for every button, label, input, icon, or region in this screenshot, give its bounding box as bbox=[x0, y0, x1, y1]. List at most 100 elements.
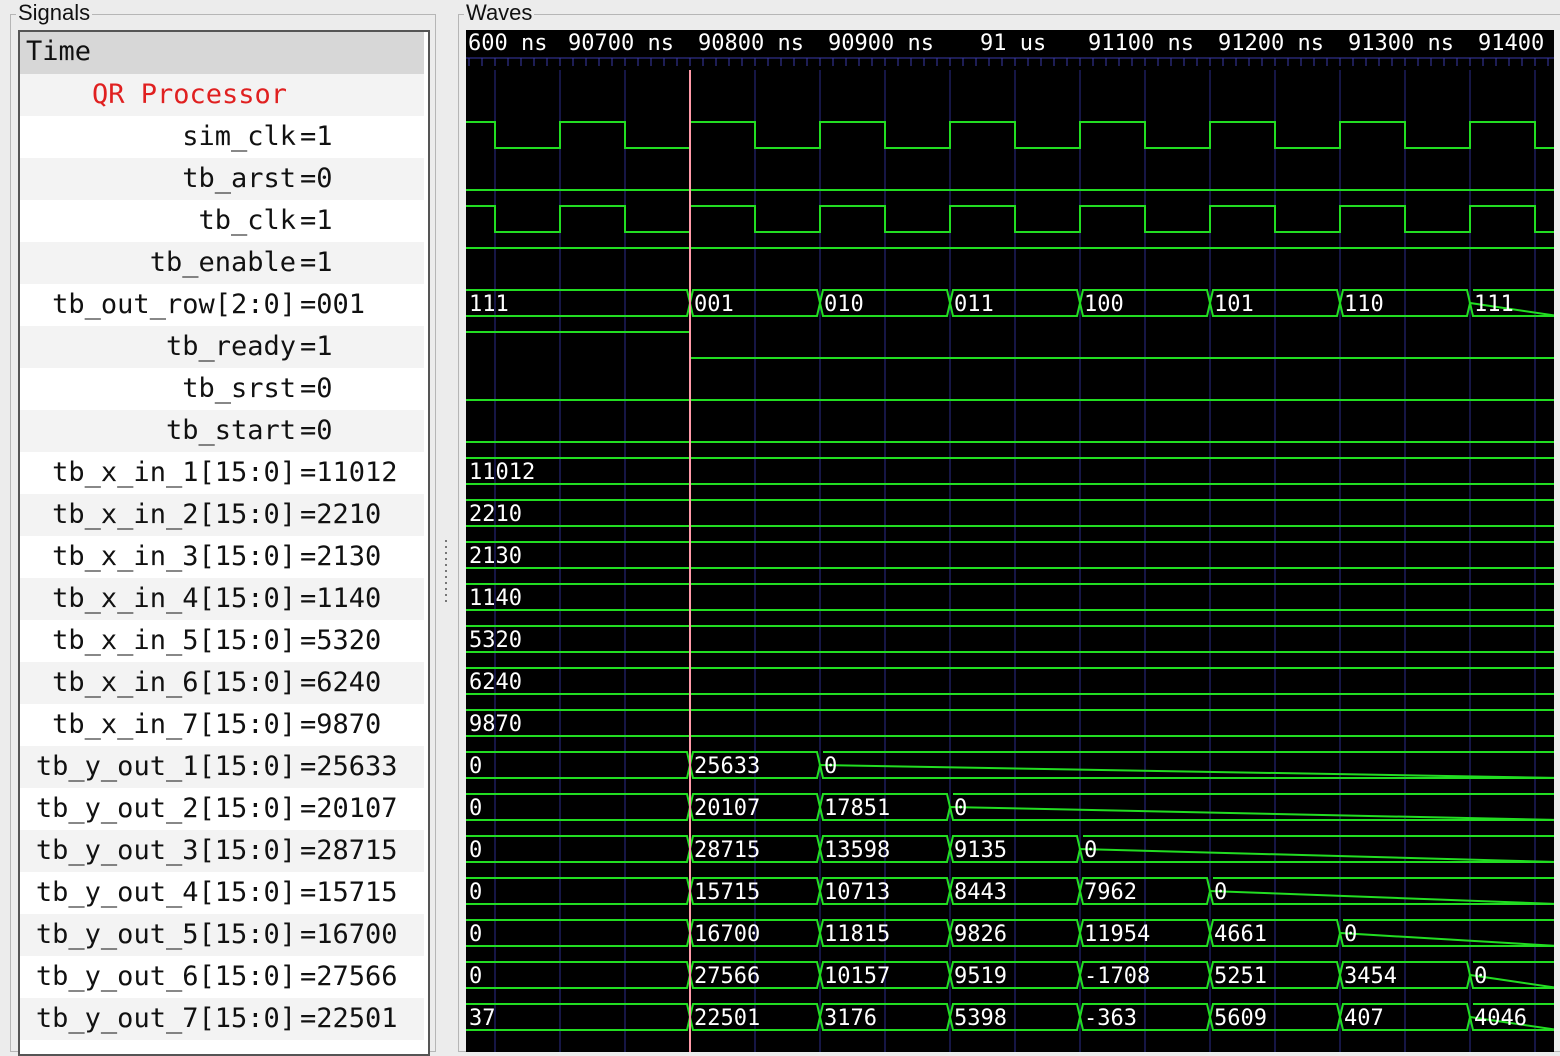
signal-row-tb-x-in-5[interactable]: tb_x_in_5[15:0] =5320 bbox=[20, 620, 424, 662]
bus-value-tb-out-row: 010 bbox=[824, 292, 864, 317]
signal-row-tb-enable[interactable]: tb_enable =1 bbox=[20, 242, 424, 284]
signal-name: tb_x_in_5[15:0] bbox=[52, 625, 296, 656]
signals-list[interactable]: Time QR Processor sim_clk =1 tb_arst =0 tb_c… bbox=[18, 30, 430, 1056]
panel-splitter-handle[interactable] bbox=[443, 540, 451, 610]
bus-value-tb-x-in-1: 11012 bbox=[469, 460, 535, 485]
time-header[interactable]: Time bbox=[20, 32, 424, 74]
signal-name: tb_clk bbox=[198, 205, 296, 236]
bus-value-tb-y-out-5: 11815 bbox=[824, 922, 890, 947]
signal-row-tb-srst[interactable]: tb_srst =0 bbox=[20, 368, 424, 410]
bus-value-tb-y-out-7: 37 bbox=[469, 1006, 496, 1031]
group-label-qr-processor[interactable]: QR Processor bbox=[20, 74, 424, 116]
bus-value-tb-y-out-5: 16700 bbox=[694, 922, 760, 947]
bus-value-tb-y-out-6: -1708 bbox=[1084, 964, 1150, 989]
bus-value-tb-x-in-6: 6240 bbox=[469, 670, 522, 695]
signal-name: tb_ready bbox=[165, 331, 296, 362]
bus-value-tb-y-out-7: -363 bbox=[1084, 1006, 1137, 1031]
signal-row-tb-y-out-7[interactable]: tb_y_out_7[15:0] =22501 bbox=[20, 998, 424, 1040]
bus-value-tb-out-row: 001 bbox=[694, 292, 734, 317]
signal-row-tb-y-out-2[interactable]: tb_y_out_2[15:0] =20107 bbox=[20, 788, 424, 830]
signal-row-sim-clk[interactable]: sim_clk =1 bbox=[20, 116, 424, 158]
waves-panel-title: Waves bbox=[464, 0, 535, 26]
signal-row-tb-arst[interactable]: tb_arst =0 bbox=[20, 158, 424, 200]
signal-value: =16700 bbox=[300, 919, 398, 950]
signal-row-tb-y-out-1[interactable]: tb_y_out_1[15:0] =25633 bbox=[20, 746, 424, 788]
bus-value-tb-y-out-5: 0 bbox=[1344, 922, 1357, 947]
wave-tb-clk bbox=[466, 205, 1554, 233]
bus-value-tb-y-out-6: 27566 bbox=[694, 964, 760, 989]
bus-segment-tb-y-out-2 bbox=[466, 793, 692, 821]
signal-row-tb-x-in-1[interactable]: tb_x_in_1[15:0] =11012 bbox=[20, 452, 424, 494]
signal-row-tb-x-in-3[interactable]: tb_x_in_3[15:0] =2130 bbox=[20, 536, 424, 578]
signal-value: =001 bbox=[300, 289, 366, 320]
waveform-canvas[interactable]: 600 ns 90700 ns 90800 ns 90900 ns 91 us 91100… bbox=[466, 30, 1554, 1052]
signal-row-tb-x-in-2[interactable]: tb_x_in_2[15:0] =2210 bbox=[20, 494, 424, 536]
bus-value-tb-x-in-5: 5320 bbox=[469, 628, 522, 653]
bus-value-tb-y-out-4: 0 bbox=[1214, 880, 1227, 905]
signal-row-tb-x-in-4[interactable]: tb_x_in_4[15:0] =1140 bbox=[20, 578, 424, 620]
wave-tb-ready bbox=[466, 331, 1554, 359]
bus-value-tb-y-out-5: 11954 bbox=[1084, 922, 1150, 947]
bus-value-tb-out-row: 011 bbox=[954, 292, 994, 317]
ruler-label: 600 ns bbox=[468, 31, 547, 56]
bus-value-tb-y-out-4: 15715 bbox=[694, 880, 760, 905]
signal-value: =6240 bbox=[300, 667, 382, 698]
signal-row-tb-y-out-5[interactable]: tb_y_out_5[15:0] =16700 bbox=[20, 914, 424, 956]
bus-value-tb-x-in-4: 1140 bbox=[469, 586, 522, 611]
bus-value-tb-y-out-5: 0 bbox=[469, 922, 482, 947]
ruler-label: 90900 ns bbox=[828, 31, 934, 56]
signal-value: =1 bbox=[300, 205, 333, 236]
bus-value-tb-y-out-2: 0 bbox=[954, 796, 967, 821]
signal-row-tb-start[interactable]: tb_start =0 bbox=[20, 410, 424, 452]
bus-value-tb-y-out-1: 25633 bbox=[694, 754, 760, 779]
bus-segment-tb-y-out-3 bbox=[1078, 835, 1554, 863]
bus-segment-tb-x-in-1 bbox=[466, 457, 1554, 485]
bus-segment-tb-y-out-7 bbox=[818, 1003, 952, 1031]
bus-value-tb-y-out-7: 22501 bbox=[694, 1006, 760, 1031]
bus-segment-tb-y-out-1 bbox=[466, 751, 692, 779]
signal-value: =1140 bbox=[300, 583, 382, 614]
bus-value-tb-out-row: 111 bbox=[469, 292, 509, 317]
signal-row-tb-ready[interactable]: tb_ready =1 bbox=[20, 326, 424, 368]
bus-value-tb-x-in-3: 2130 bbox=[469, 544, 522, 569]
signal-row-tb-x-in-6[interactable]: tb_x_in_6[15:0] =6240 bbox=[20, 662, 424, 704]
signal-row-tb-y-out-6[interactable]: tb_y_out_6[15:0] =27566 bbox=[20, 956, 424, 998]
bus-value-tb-y-out-4: 10713 bbox=[824, 880, 890, 905]
signal-name: tb_y_out_3[15:0] bbox=[35, 835, 296, 866]
bus-value-tb-y-out-6: 9519 bbox=[954, 964, 1007, 989]
bus-value-tb-y-out-4: 7962 bbox=[1084, 880, 1137, 905]
bus-segment-tb-y-out-6 bbox=[1078, 961, 1212, 989]
bus-segment-tb-y-out-3 bbox=[466, 835, 692, 863]
bus-value-tb-y-out-7: 5398 bbox=[954, 1006, 1007, 1031]
bus-segment-tb-y-out-7 bbox=[1468, 1003, 1554, 1031]
signal-row-tb-clk[interactable]: tb_clk =1 bbox=[20, 200, 424, 242]
signal-value: =11012 bbox=[300, 457, 398, 488]
signal-value: =20107 bbox=[300, 793, 398, 824]
wave-sim-clk bbox=[466, 121, 1554, 149]
signal-value: =5320 bbox=[300, 625, 382, 656]
waveform-viewer[interactable]: 600 ns 90700 ns 90800 ns 90900 ns 91 us 91100… bbox=[466, 30, 1554, 1052]
bus-value-tb-y-out-3: 9135 bbox=[954, 838, 1007, 863]
bus-value-tb-y-out-2: 17851 bbox=[824, 796, 890, 821]
bus-segment-tb-y-out-6 bbox=[1468, 961, 1554, 989]
signal-name: tb_x_in_1[15:0] bbox=[52, 457, 296, 488]
signal-row-tb-y-out-3[interactable]: tb_y_out_3[15:0] =28715 bbox=[20, 830, 424, 872]
signal-name: tb_y_out_4[15:0] bbox=[35, 877, 296, 908]
ruler-label: 90800 ns bbox=[698, 31, 804, 56]
signal-value: =27566 bbox=[300, 961, 398, 992]
bus-segment-tb-y-out-7 bbox=[948, 1003, 1082, 1031]
bus-segment-tb-x-in-3 bbox=[466, 541, 1554, 569]
signal-name: tb_srst bbox=[182, 373, 296, 404]
signal-row-tb-x-in-7[interactable]: tb_x_in_7[15:0] =9870 bbox=[20, 704, 424, 746]
bus-segment-tb-out-row bbox=[1338, 289, 1472, 317]
bus-value-tb-y-out-1: 0 bbox=[469, 754, 482, 779]
signal-name: tb_x_in_2[15:0] bbox=[52, 499, 296, 530]
ruler-label: 91300 ns bbox=[1348, 31, 1454, 56]
bus-segment-tb-y-out-3 bbox=[948, 835, 1082, 863]
bus-segment-tb-y-out-4 bbox=[818, 877, 952, 905]
signal-row-tb-y-out-4[interactable]: tb_y_out_4[15:0] =15715 bbox=[20, 872, 424, 914]
bus-segment-tb-y-out-4 bbox=[1078, 877, 1212, 905]
signal-row-tb-out-row[interactable]: tb_out_row[2:0] =001 bbox=[20, 284, 424, 326]
bus-segment-tb-y-out-5 bbox=[466, 919, 692, 947]
signal-name: tb_y_out_5[15:0] bbox=[35, 919, 296, 950]
